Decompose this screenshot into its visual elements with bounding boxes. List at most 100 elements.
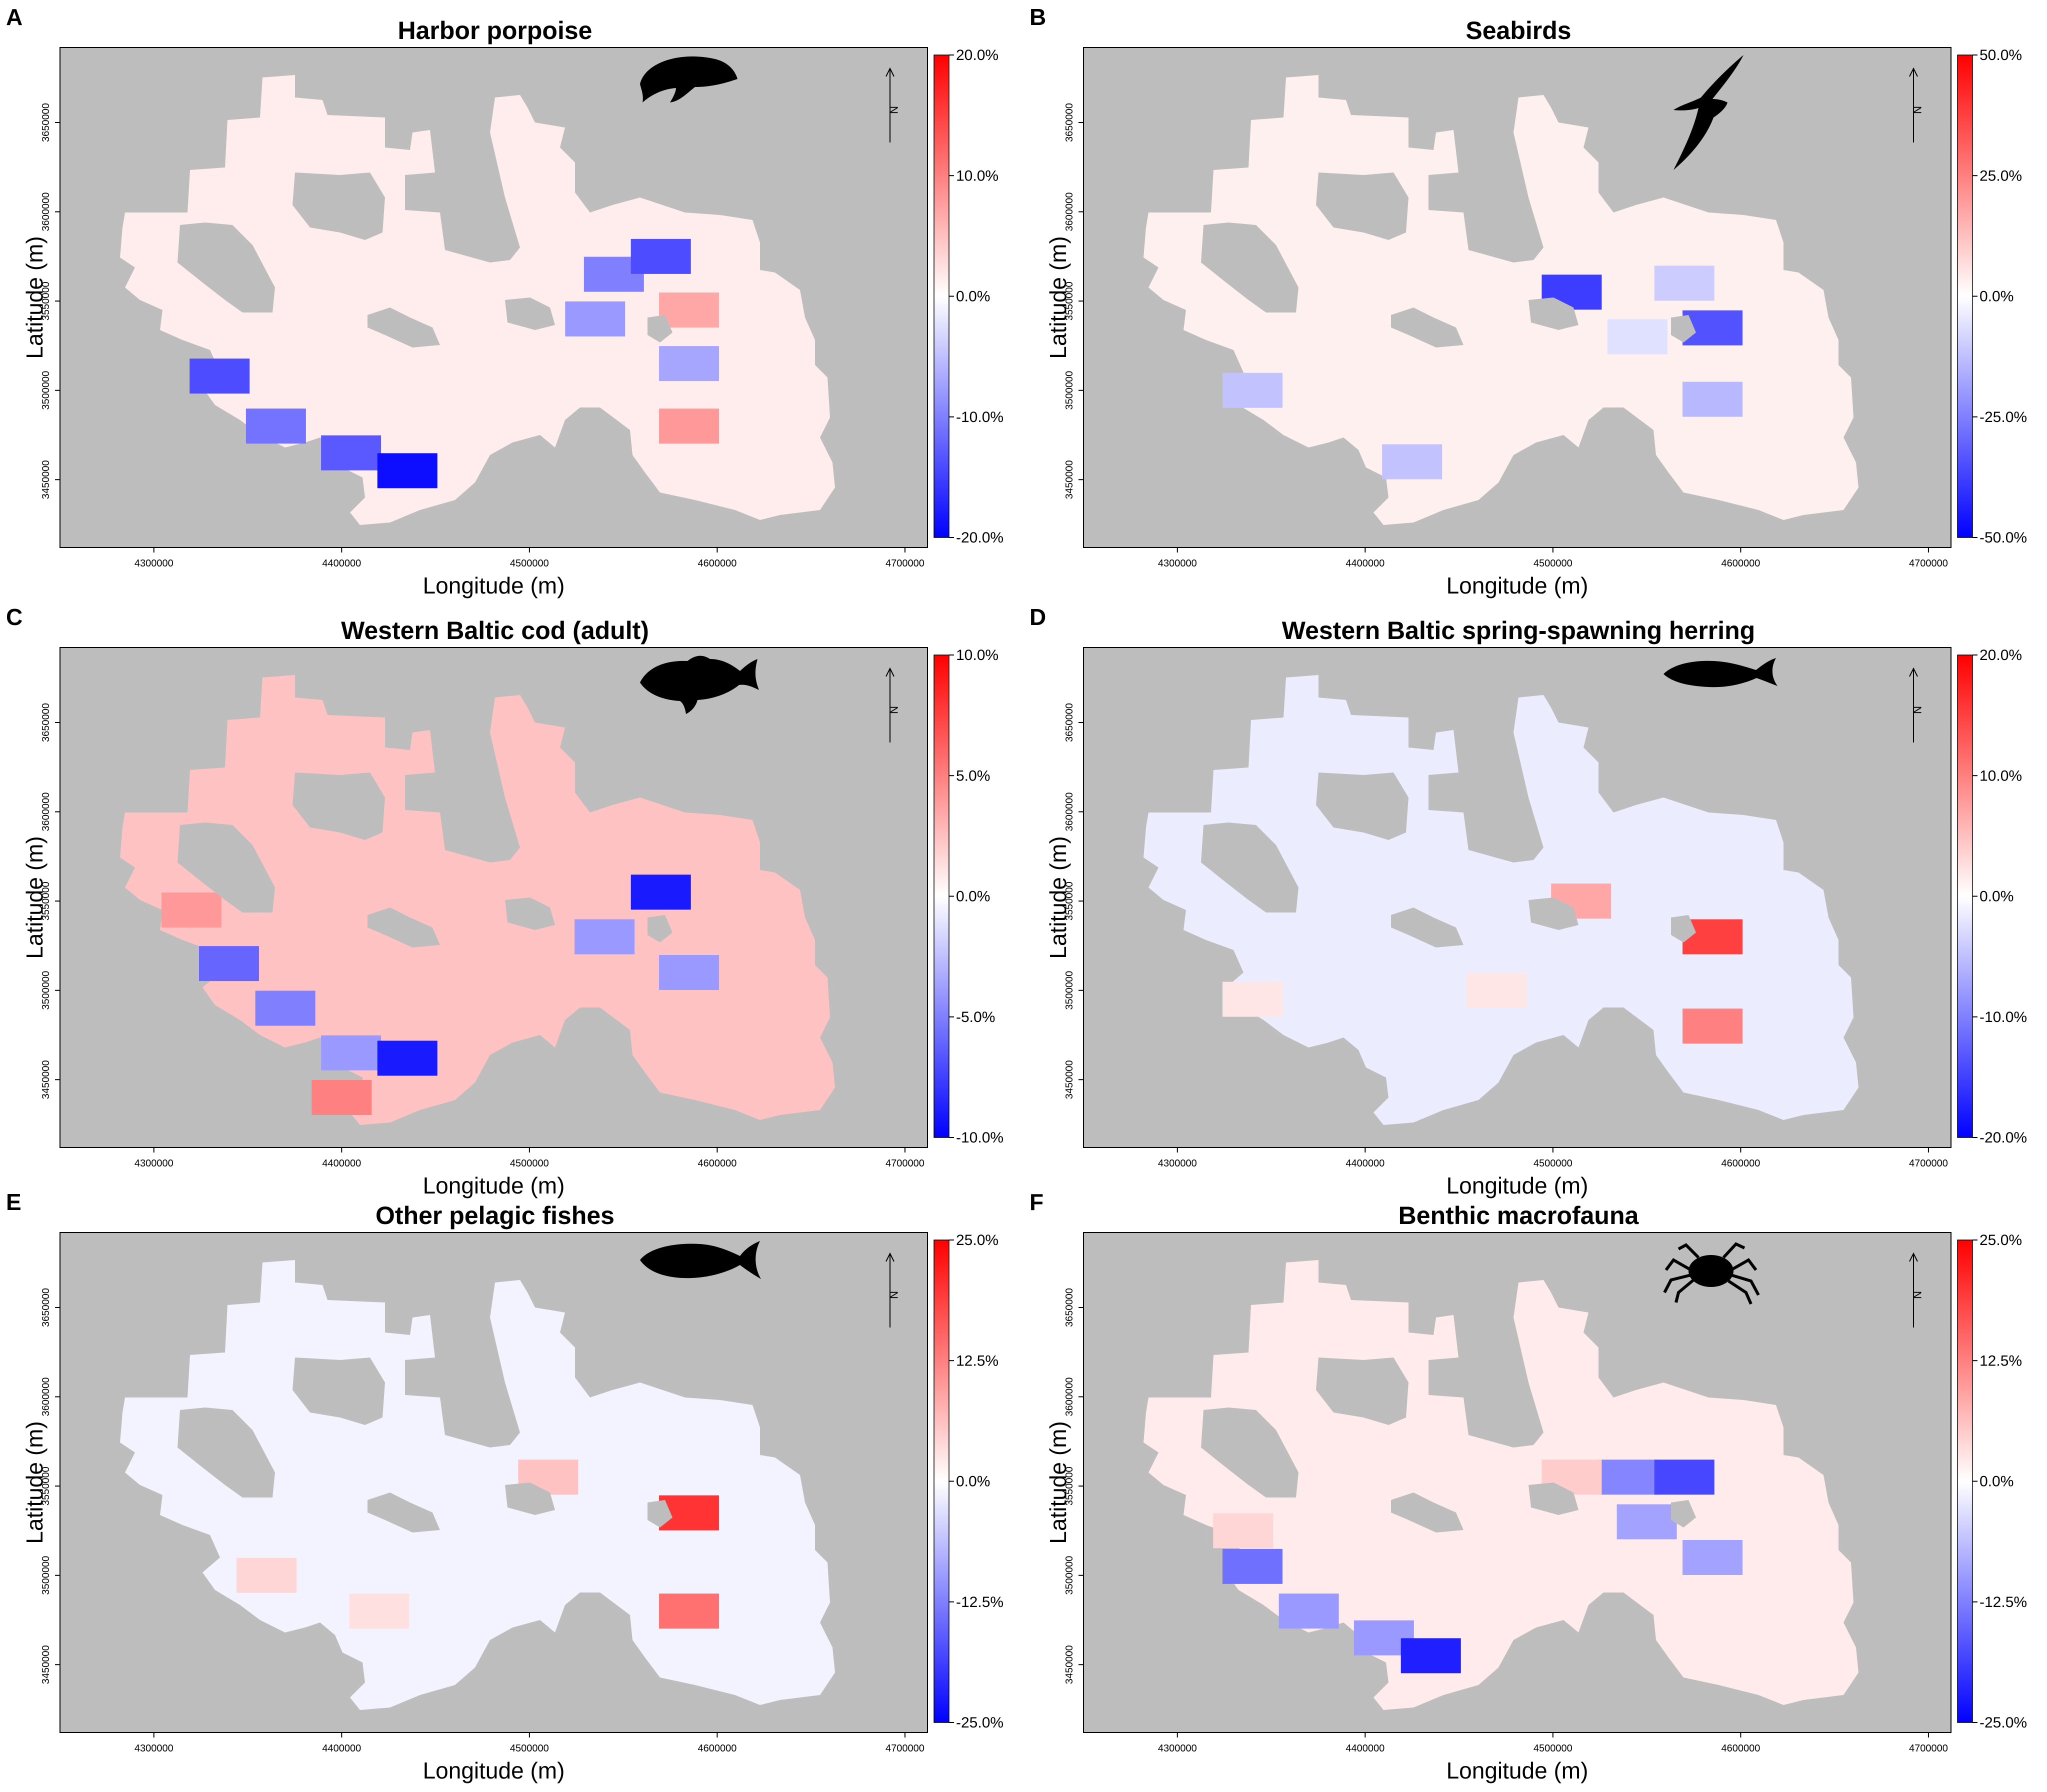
x-tick-label: 4700000 [1909, 1743, 1948, 1754]
colorbar-tick-label: -12.5% [1980, 1594, 2027, 1610]
x-tick-label: 4700000 [1909, 1158, 1948, 1169]
y-tick-label: 3450000 [1064, 460, 1075, 499]
colorbar-tick-label: 0.0% [956, 1474, 990, 1490]
hotspot-cell-2 [659, 1594, 720, 1629]
y-tick-label: 3500000 [1064, 1556, 1075, 1595]
x-axis-label: Longitude (m) [1446, 572, 1588, 598]
colorbar-tick-label: -20.0% [956, 530, 1004, 546]
hotspot-cell-3 [377, 453, 438, 488]
x-tick-label: 4400000 [1346, 1158, 1384, 1169]
x-axis-label: Longitude (m) [1446, 1172, 1588, 1198]
hotspot-cell-1 [246, 408, 306, 444]
colorbar: 25.0% 12.5% 0.0% -12.5% -25.0% [934, 1232, 1004, 1731]
map-frame [1083, 1232, 1952, 1733]
hotspot-cell-0 [1222, 1548, 1282, 1584]
x-tick-label: 4600000 [698, 558, 736, 569]
map-frame [1083, 647, 1952, 1148]
colorbar-tick-label: -25.0% [956, 1714, 1004, 1731]
x-tick-label: 4600000 [1721, 1743, 1760, 1754]
hotspot-cell-4 [1598, 1460, 1658, 1495]
cod-icon [640, 656, 759, 714]
island-patches [1201, 1358, 1696, 1532]
north-label: N [1911, 106, 1924, 114]
colorbar-tick-label: -10.0% [1980, 1009, 2027, 1026]
hotspot-cell-9 [659, 408, 720, 444]
x-tick-label: 4600000 [1721, 1158, 1760, 1169]
hotspot-cell-5 [630, 238, 691, 274]
hotspot-cell-7 [312, 1080, 372, 1115]
map-frame [1083, 47, 1952, 548]
x-tick-label: 4700000 [886, 1743, 924, 1754]
seabird-icon [1674, 55, 1744, 170]
hotspot-cell-3 [236, 1558, 297, 1593]
x-tick-label: 4500000 [1534, 558, 1572, 569]
y-tick-label: 3650000 [40, 703, 52, 742]
colorbar-tick-label: 25.0% [956, 1232, 998, 1248]
mackerel-icon [640, 1241, 761, 1279]
y-tick-label: 3550000 [40, 882, 52, 920]
colorbar-gradient [1957, 654, 1973, 1138]
x-tick-label: 4400000 [322, 558, 361, 569]
y-ticks: 3450000 3500000 3550000 3600000 3650000 [40, 703, 60, 1099]
x-tick-label: 4400000 [1346, 558, 1384, 569]
colorbar-tick-label: -12.5% [956, 1594, 1004, 1610]
colorbar-gradient [934, 1240, 950, 1723]
y-tick-label: 3550000 [40, 282, 52, 320]
x-tick-label: 4600000 [698, 1743, 736, 1754]
x-tick-label: 4500000 [510, 1743, 549, 1754]
panel-title: Benthic macrofauna [1398, 1202, 1640, 1230]
hotspot-cell-2 [321, 1035, 382, 1070]
x-tick-label: 4400000 [1346, 1743, 1384, 1754]
hotspot-cell-1 [1278, 1594, 1339, 1629]
y-axis-label: Latitude (m) [22, 1421, 48, 1544]
hotspot-cell-6 [1607, 319, 1668, 354]
herring-icon [1664, 658, 1778, 688]
hotspot-cell-4 [1222, 372, 1282, 408]
x-axis-label: Longitude (m) [423, 1758, 565, 1784]
north-label: N [888, 706, 900, 714]
colorbar-tick-label: 0.0% [956, 288, 990, 305]
panel-title: Other pelagic fishes [376, 1202, 614, 1230]
panel-label: F [1030, 1189, 1044, 1215]
x-tick-label: 4400000 [322, 1158, 361, 1169]
y-tick-label: 3650000 [40, 1288, 52, 1327]
y-ticks: 3450000 3500000 3550000 3600000 3650000 [1064, 703, 1084, 1099]
y-tick-label: 3600000 [1064, 792, 1075, 832]
x-tick-label: 4500000 [1534, 1743, 1572, 1754]
hotspot-cell-4 [349, 1594, 410, 1629]
hotspot-cell-1 [255, 990, 316, 1026]
north-label: N [1911, 1291, 1924, 1299]
panel-d: D Western Baltic spring-spawning herring… [1030, 604, 2027, 1198]
y-tick-label: 3500000 [40, 971, 52, 1010]
y-ticks: 3450000 3500000 3550000 3600000 3650000 [1064, 1288, 1084, 1684]
hotspot-cell-3 [1222, 982, 1282, 1017]
colorbar-tick-label: 0.0% [1980, 1474, 2014, 1490]
panel-label: D [1030, 604, 1046, 630]
y-tick-label: 3550000 [40, 1466, 52, 1506]
y-tick-label: 3450000 [1064, 1645, 1075, 1684]
y-tick-label: 3600000 [40, 1378, 52, 1416]
y-tick-label: 3650000 [1064, 1288, 1075, 1327]
map-frame [60, 47, 928, 548]
colorbar-gradient [1957, 54, 1973, 538]
north-arrow: N [886, 67, 900, 142]
colorbar-gradient [1957, 1240, 1973, 1723]
y-tick-label: 3550000 [1064, 282, 1075, 320]
colorbar-tick-label: -50.0% [1980, 530, 2027, 546]
panel-label: E [6, 1189, 22, 1215]
hotspot-cell-4 [1466, 972, 1527, 1008]
y-tick-label: 3500000 [1064, 971, 1075, 1010]
hotspot-cell-1 [1654, 266, 1714, 301]
x-tick-label: 4700000 [886, 1158, 924, 1169]
colorbar-tick-label: 10.0% [1980, 768, 2022, 784]
hotspot-cell-3 [1682, 382, 1743, 417]
y-tick-label: 3650000 [1064, 703, 1075, 742]
panel-label: A [6, 4, 22, 30]
y-axis-label: Latitude (m) [22, 236, 48, 358]
y-tick-label: 3600000 [1064, 192, 1075, 232]
island-patches [1201, 172, 1696, 348]
y-axis-label: Latitude (m) [1045, 236, 1071, 358]
x-axis-label: Longitude (m) [423, 572, 565, 598]
colorbar: 50.0% 25.0% 0.0% -25.0% -50.0% [1957, 47, 2027, 546]
